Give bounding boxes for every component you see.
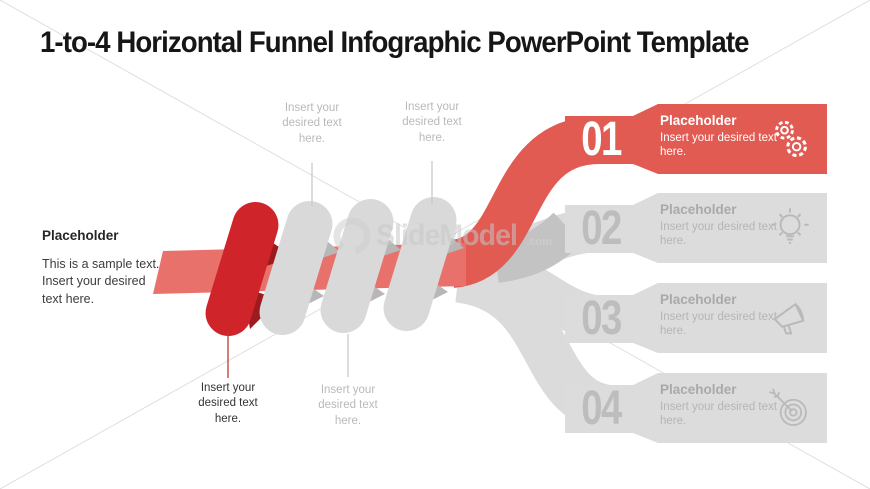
banner-number: 01 bbox=[581, 112, 622, 166]
left-body-line: text here. bbox=[42, 291, 95, 306]
slide-title: 1-to-4 Horizontal Funnel Infographic Pow… bbox=[40, 26, 749, 59]
callout-top-1: Insert your desired text here. bbox=[282, 102, 342, 145]
banner-title: Placeholder bbox=[660, 113, 737, 128]
banner-number: 03 bbox=[581, 291, 622, 345]
banner-desc: Insert your desired text here. bbox=[660, 131, 777, 158]
left-text-block: Placeholder This is a sample text. Inser… bbox=[42, 228, 202, 308]
banner-title: Placeholder bbox=[660, 292, 737, 307]
megaphone-icon bbox=[773, 302, 805, 335]
left-heading: Placeholder bbox=[42, 228, 119, 243]
callout-bottom-2: Insert your desired text here. bbox=[318, 384, 378, 427]
gears-icon bbox=[775, 120, 807, 158]
lightbulb-icon bbox=[771, 208, 809, 244]
banner-02: 02 Placeholder Insert your desired text … bbox=[560, 193, 828, 263]
callout-bottom-1: Insert your desired text here. bbox=[198, 382, 258, 425]
coil-capsule-gray-1 bbox=[259, 201, 333, 335]
target-icon bbox=[769, 388, 807, 426]
banner-04: 04 Placeholder Insert your desired text … bbox=[560, 373, 828, 443]
banner-plates bbox=[565, 104, 827, 443]
banner-desc: Insert your desired text here. bbox=[660, 310, 777, 337]
left-body-line: Insert your desired bbox=[42, 274, 146, 289]
banner-plate-04 bbox=[565, 373, 827, 443]
banner-title: Placeholder bbox=[660, 202, 737, 217]
banner-desc: Insert your desired text here. bbox=[660, 400, 777, 427]
banner-plate-03 bbox=[565, 283, 827, 353]
coil-capsule-gray-2 bbox=[320, 199, 394, 333]
banner-number: 02 bbox=[581, 201, 622, 255]
banner-01: 01 Placeholder Insert your desired text … bbox=[560, 104, 828, 174]
left-body-line: This is a sample text. bbox=[42, 257, 160, 271]
coil-capsules bbox=[205, 197, 457, 336]
callout-connectors bbox=[227, 161, 433, 378]
banner-plate-01 bbox=[565, 104, 827, 174]
banner-number: 04 bbox=[581, 381, 622, 435]
coil-capsule-gray-3 bbox=[383, 197, 457, 331]
callout-top-2: Insert your desired text here. bbox=[402, 101, 462, 144]
banner-03: 03 Placeholder Insert your desired text … bbox=[560, 283, 828, 353]
banner-desc: Insert your desired text here. bbox=[660, 220, 777, 247]
banner-plate-02 bbox=[565, 193, 827, 263]
banner-title: Placeholder bbox=[660, 382, 737, 397]
coil-capsule-red bbox=[205, 202, 279, 336]
